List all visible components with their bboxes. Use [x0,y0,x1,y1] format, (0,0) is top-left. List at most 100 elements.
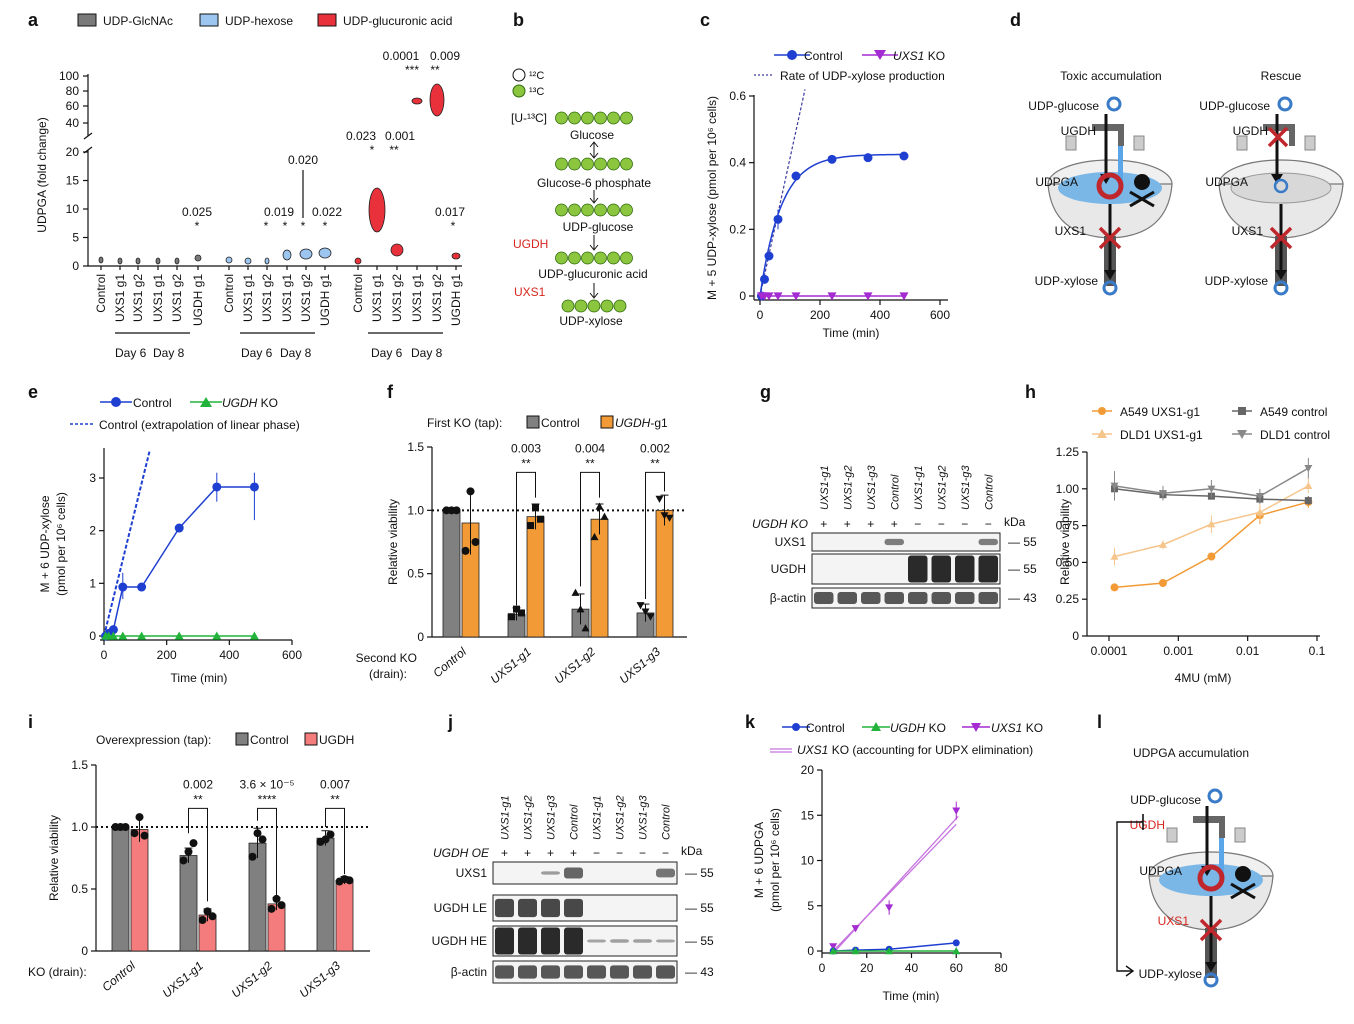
b-carbon-atom [600,299,614,313]
a-ytick: 5 [72,231,79,245]
k-ytick: 0 [807,944,814,958]
g-band [884,592,904,604]
j-lane-sign: + [547,846,554,860]
i-legend-swatch-control [235,732,249,746]
d-left-tap [1092,124,1124,146]
g-band [931,555,951,583]
e-ugdh-point [118,631,128,640]
legend-13c: ¹³C [529,86,544,98]
d-left-water-stream [1118,146,1123,186]
j-lane-sign: − [662,846,669,860]
e-ugdh-point [174,631,184,640]
a-violin [117,257,123,265]
l-udpglc-ring [1207,788,1223,804]
d-right-udpx-ring [1273,280,1289,296]
d-left-tap-handle [1133,135,1145,151]
a-violin [155,257,161,265]
b-carbon-atom [555,203,568,217]
f-xtitle1: Second KO [356,651,417,665]
panel-label-b: b [513,10,524,30]
h-xlabel: 4MU (mM) [1175,671,1232,685]
j-band [541,965,560,979]
b-carbon-atom [574,299,588,313]
g-lane-sign: − [985,517,992,531]
d-right-tap-handle [1304,135,1316,151]
g-band [814,592,834,604]
e-control-point [137,582,147,592]
b-carbon-atom [620,251,633,265]
k-control-point [952,939,960,947]
panel-label-e: e [28,382,38,402]
e-xtick: 0 [101,648,108,662]
h-series-line [1114,501,1309,589]
g-blot-strip [811,532,1001,552]
h-point [1207,552,1216,561]
c-ytick: 0 [739,289,746,303]
j-kda-label: kDa [681,844,703,858]
d-left-udpga: UDPGA [1035,175,1078,189]
j-lane-sign: + [570,846,577,860]
i-legend-title: Overexpression (tap): [96,733,211,747]
panel-label-i: i [28,712,33,732]
g-band [884,538,904,546]
i-stars: ** [330,792,340,806]
a-xlabel: UXS1 g1 [151,274,165,322]
b-enzyme-ugdh: UGDH [513,237,548,251]
d-right-udpglc-ring [1277,96,1293,112]
a-violin [429,83,445,117]
d-right-ugdh-cross-icon [1267,126,1289,148]
panel-label-d: d [1010,10,1021,30]
legend-e-extrap: Control (extrapolation of linear phase) [99,418,300,432]
f-xlabel: UXS1-g2 [552,644,599,686]
panel-k: Control UGDH KO UXS1 KO UXS1 KO (account… [752,721,1043,1003]
g-lane-sign: + [844,517,851,531]
a-violin [174,257,180,265]
a-violin [299,248,313,260]
l-tap-handle [1166,827,1178,843]
panel-g: UXS1-g1 + UXS1-g2 + UXS1-g3 + Control + UXS1-g1 −… [752,464,1037,609]
a-violin [411,97,423,105]
l-arrow-out-head [1205,962,1217,972]
j-mw-label: — 55 [685,901,714,915]
g-row-label: UGDH [771,562,806,576]
l-uxs1-cross-icon [1199,918,1223,942]
j-band [564,867,583,879]
d-title-left: Toxic accumulation [1060,69,1161,83]
f-legend-swatch-control [526,415,540,429]
g-band [837,592,857,604]
e-ytick: 2 [89,524,96,538]
j-lane-sign: + [501,846,508,860]
j-band [587,939,606,943]
h-point [1255,508,1264,516]
a-xlabel: Control [222,274,236,313]
legend-c-uxs1-marker [874,50,886,60]
j-band [518,898,537,918]
a-star-udpga2: ** [389,143,399,157]
b-carbon-atom [620,157,633,171]
legend-k-control: Control [806,721,845,735]
a-xlabel: UGDH g1 [318,274,332,326]
f-replicate-point [532,504,539,512]
c-uxs1-point [899,292,909,301]
g-kda-label: kDa [1004,515,1026,529]
f-replicate-point [595,502,604,510]
b-carbon-atom [568,111,581,125]
a-star-hex3: * [264,219,269,233]
b-step-glucose: Glucose [570,128,614,142]
b-step-udpga: UDP-glucuronic acid [538,267,647,281]
j-band [610,939,629,943]
e-ugdh-point [212,631,222,640]
h-point [1110,583,1119,592]
j-band [633,939,652,943]
g-band [931,592,951,604]
panel-label-c: c [700,10,710,30]
panel-c: Control UXS1 KO Rate of UDP-xylose produ… [705,49,950,340]
legend-k-uxs1-acc: UXS1 KO (accounting for UDPX elimination… [797,743,1033,757]
a-violin [390,243,404,257]
j-band [656,868,675,878]
g-band [955,555,975,583]
l-skull-icon [1235,866,1251,882]
j-lane-label: UXS1-g1 [592,795,604,840]
e-control-point [174,523,184,533]
